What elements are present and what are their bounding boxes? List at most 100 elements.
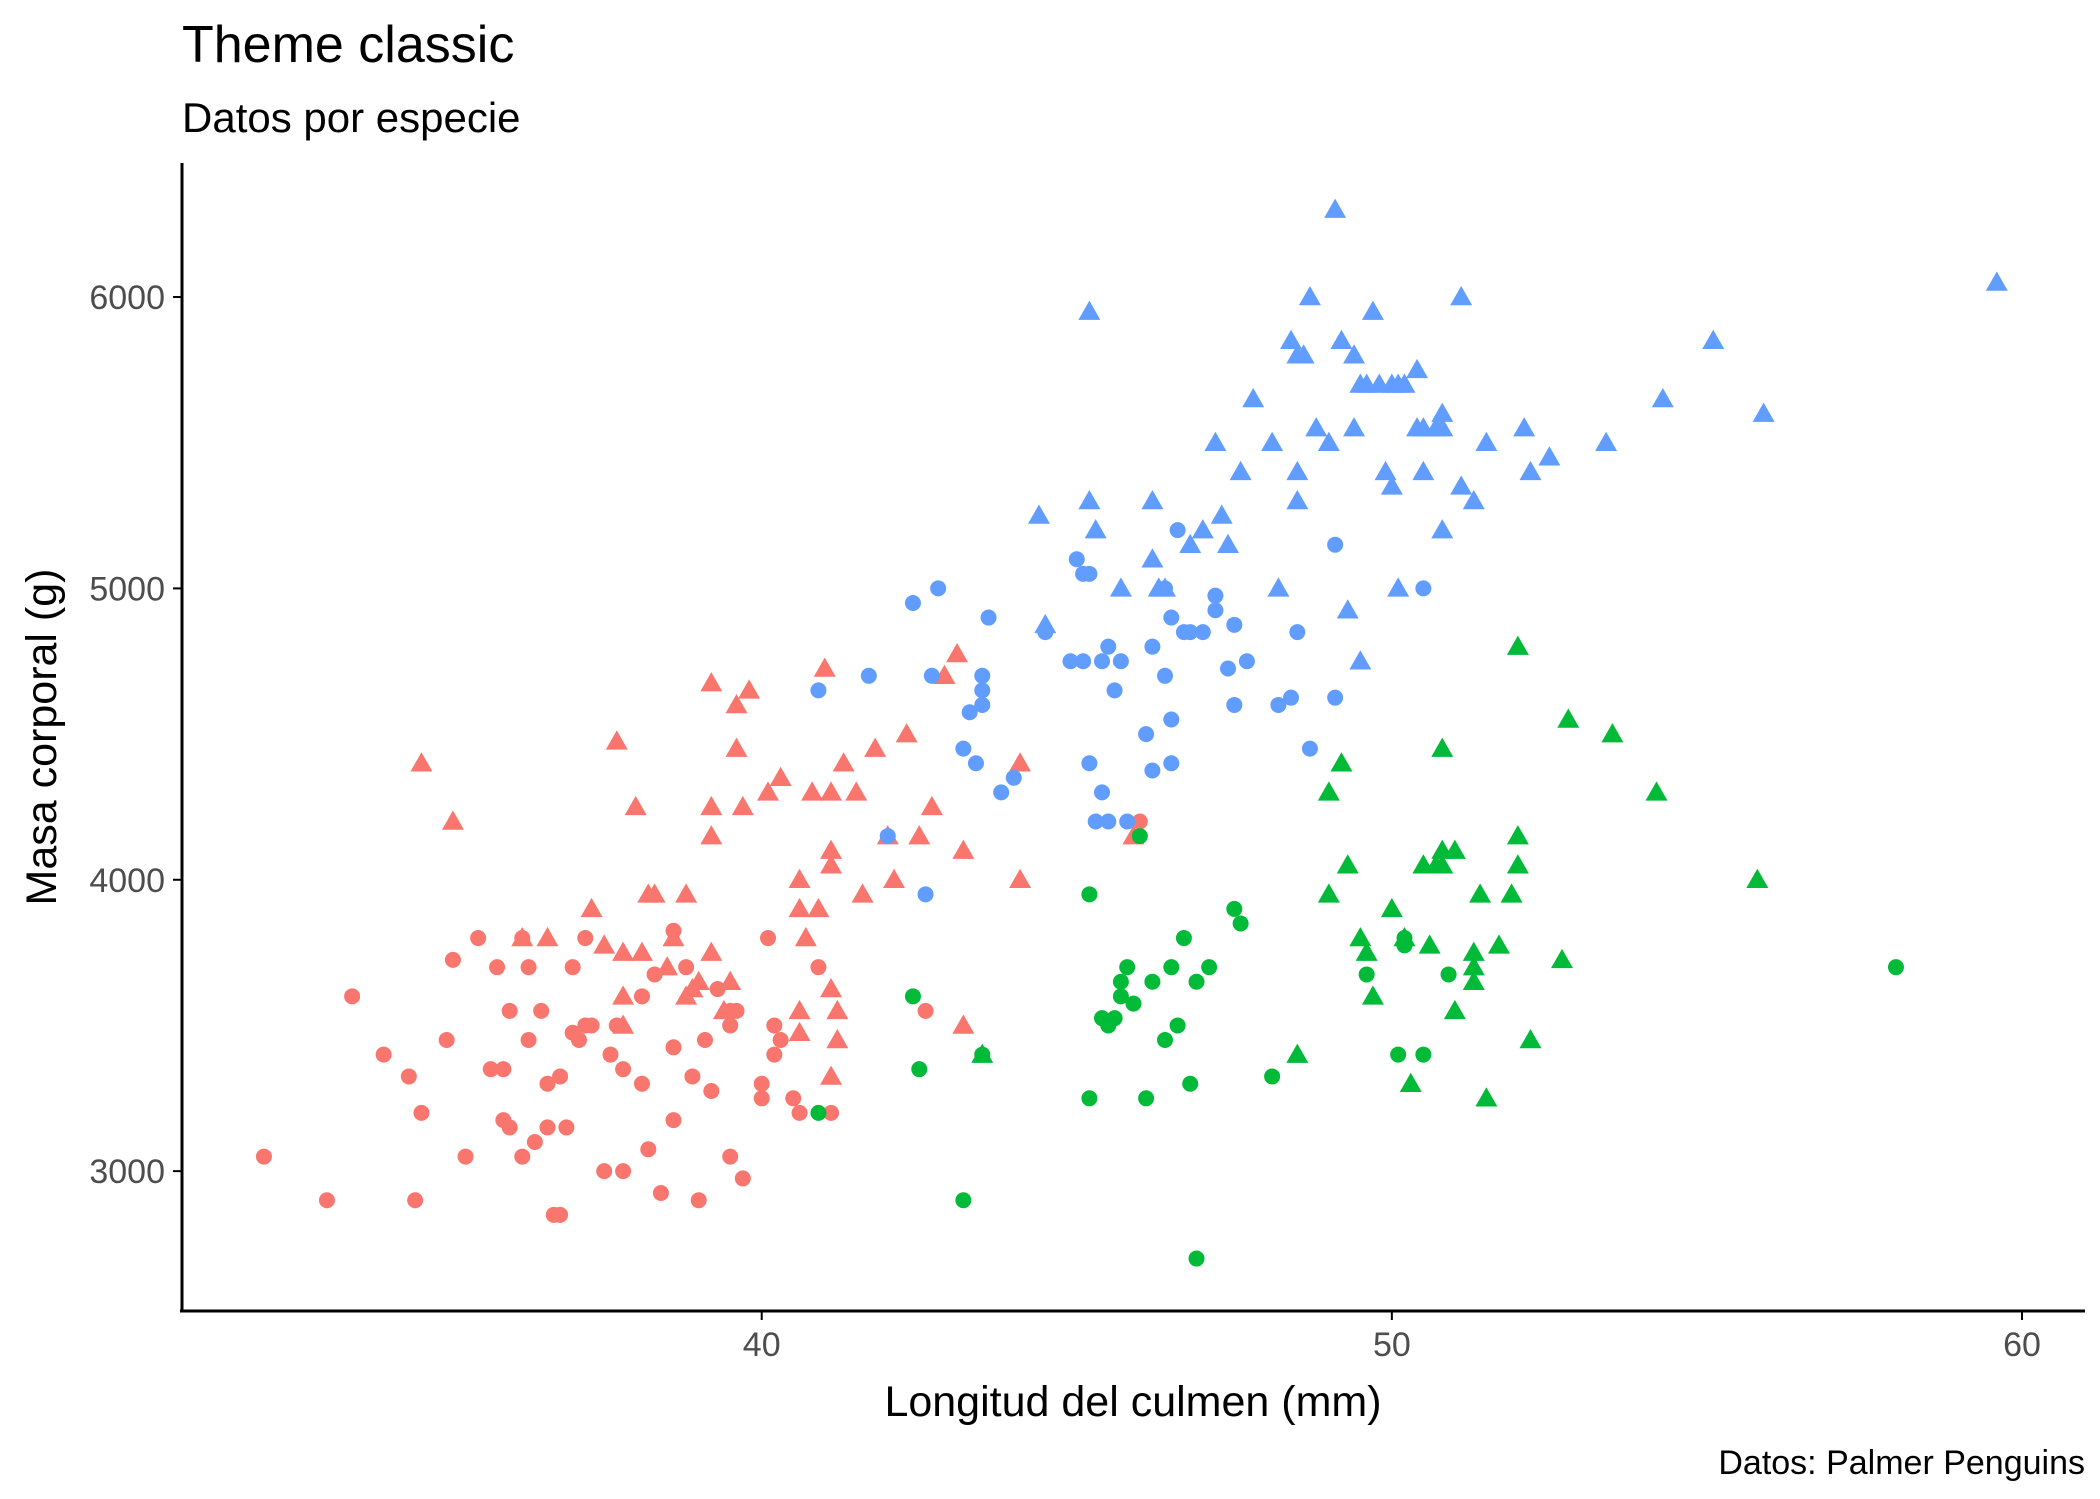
data-point-circle [1163,959,1180,976]
chart-subtitle: Datos por especie [182,94,521,141]
data-point-triangle [511,927,534,947]
data-point-circle [1415,1046,1432,1063]
data-point-circle [810,682,827,699]
data-point-circle [1887,959,1904,976]
data-point-triangle [1469,883,1492,903]
data-point-circle [558,1119,575,1136]
data-point-triangle [1361,300,1384,320]
data-point-circle [539,1119,556,1136]
data-point-triangle [1985,271,2008,291]
data-point-circle [703,1083,720,1100]
data-point-triangle [1317,883,1340,903]
data-point-circle [1125,995,1142,1012]
data-point-triangle [1645,781,1668,801]
data-point-triangle [908,825,931,845]
data-point-triangle [1387,373,1410,393]
y-axis-title: Masa corporal (g) [18,569,66,906]
x-axis-title: Longitud del culmen (mm) [884,1378,1381,1426]
data-point-circle [974,667,991,684]
data-point-triangle [1431,737,1454,757]
data-point-triangle [1506,854,1529,874]
data-point-triangle [700,795,723,816]
data-point-triangle [1078,300,1101,320]
data-point-circle [1440,966,1457,983]
data-point-circle [1112,973,1129,990]
data-point-triangle [794,927,817,947]
data-point-circle [791,1104,808,1121]
data-point-circle [955,740,972,757]
data-point-triangle [1349,650,1372,670]
chart-title: Theme classic [182,16,514,74]
data-point-circle [753,1075,770,1092]
data-point-triangle [700,825,723,845]
data-point-triangle [1443,839,1466,859]
data-point-triangle [1330,752,1353,772]
data-point-circle [413,1104,430,1121]
data-point-triangle [1380,897,1403,918]
data-point-circle [1226,696,1243,713]
data-point-circle [930,580,947,597]
data-point-triangle [612,1014,635,1034]
data-point-triangle [952,839,975,859]
data-point-circle [1188,973,1205,990]
data-point-circle [697,1032,714,1049]
y-tick-label: 6000 [89,279,165,317]
data-point-circle [438,1032,455,1049]
data-point-circle [489,959,506,976]
data-point-circle [1144,762,1161,779]
data-point-circle [1182,624,1199,641]
data-point-circle [904,594,921,611]
data-point-triangle [1374,460,1397,481]
data-point-circle [810,959,827,976]
data-point-circle [1163,711,1180,728]
data-point-circle [1005,769,1022,786]
data-point-circle [1301,740,1318,757]
data-point-circle [1169,522,1186,539]
data-point-circle [640,1141,657,1158]
data-point-circle [823,1104,840,1121]
data-point-triangle [757,781,780,801]
data-point-triangle [1387,577,1410,597]
data-point-circle [1327,689,1344,706]
data-point-circle [615,1163,632,1180]
data-point-circle [722,1148,739,1165]
data-point-triangle [1475,431,1498,451]
data-point-circle [980,609,997,626]
data-point-triangle [1317,781,1340,801]
data-point-triangle [826,999,849,1020]
data-point-triangle [441,810,464,830]
data-point-triangle [1431,854,1454,874]
data-point-circle [1106,682,1123,699]
data-point-circle [1087,813,1104,830]
data-point-triangle [1286,460,1309,481]
data-point-circle [766,1017,783,1034]
data-point-circle [318,1192,335,1209]
data-point-triangle [1280,329,1303,349]
data-point-triangle [807,897,830,918]
data-point-circle [602,1046,619,1063]
data-point-circle [993,784,1010,801]
data-point-circle [1131,813,1148,830]
data-point-circle [1081,755,1098,772]
data-point-circle [1144,638,1161,655]
data-point-circle [1238,653,1255,670]
data-point-circle [470,930,487,947]
data-point-circle [577,930,594,947]
data-point-triangle [1380,475,1403,495]
data-point-triangle [1412,460,1435,481]
data-point-triangle [1305,417,1328,437]
data-point-triangle [624,795,647,816]
data-point-circle [1390,1046,1407,1063]
data-point-triangle [1406,358,1429,379]
data-point-circle [785,1090,802,1107]
data-point-triangle [832,752,855,772]
data-point-circle [1144,973,1161,990]
data-point-circle [652,1184,669,1201]
data-point-circle [1201,959,1218,976]
data-point-triangle [1506,635,1529,655]
data-point-triangle [1286,489,1309,510]
data-point-circle [1358,966,1375,983]
data-point-triangle [820,978,843,998]
data-point-circle [753,1090,770,1107]
data-point-triangle [788,868,811,889]
